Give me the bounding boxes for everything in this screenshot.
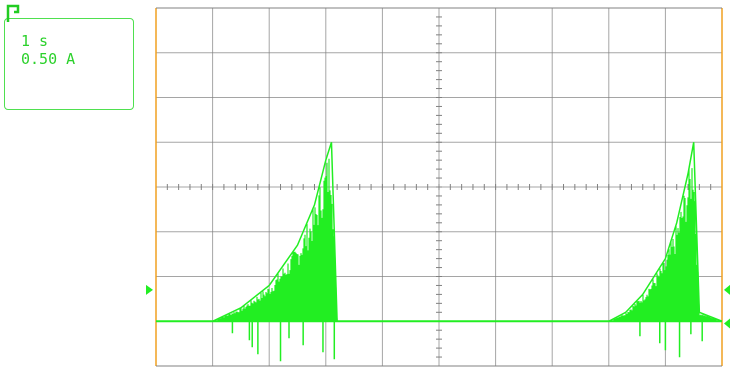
ground-marker-icon: [146, 284, 153, 295]
trace-bursts: [217, 158, 717, 322]
chart-frame: [155, 7, 723, 367]
trace-spikes: [231, 321, 703, 362]
axis-markers: [146, 284, 730, 329]
chart-grid: [155, 7, 723, 367]
amplitude-readout: 0.50 A: [21, 50, 76, 68]
timebase-readout: 1 s: [21, 32, 49, 50]
trace-envelope-line: [156, 142, 723, 322]
trace-series: [156, 142, 723, 323]
level-marker-icon: [724, 318, 730, 329]
channel-marker-icon: [6, 4, 20, 22]
trigger-marker-icon: [724, 284, 730, 295]
scope-readout-box: 1 s 0.50 A: [4, 18, 134, 110]
